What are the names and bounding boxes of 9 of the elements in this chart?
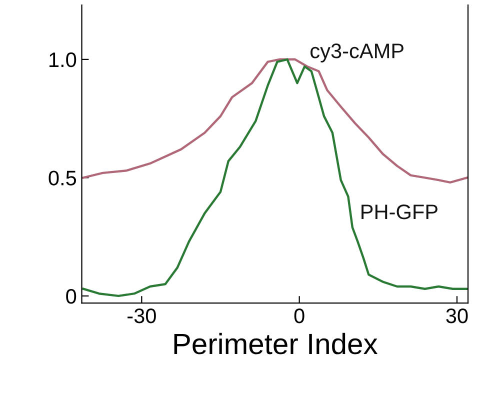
y-tick-label: 0.5 bbox=[48, 170, 76, 186]
y-tick-label: 0 bbox=[66, 288, 76, 304]
x-tick-label: 30 bbox=[446, 308, 468, 324]
series-label: PH-GFP bbox=[362, 204, 438, 220]
series-label: cy3-cAMP bbox=[310, 44, 404, 62]
x-axis-title: Perimeter Index bbox=[174, 332, 378, 354]
x-tick-label: 0 bbox=[294, 308, 304, 324]
y-tick-label: 1.0 bbox=[50, 52, 76, 68]
x-tick-label: -30 bbox=[128, 308, 156, 324]
